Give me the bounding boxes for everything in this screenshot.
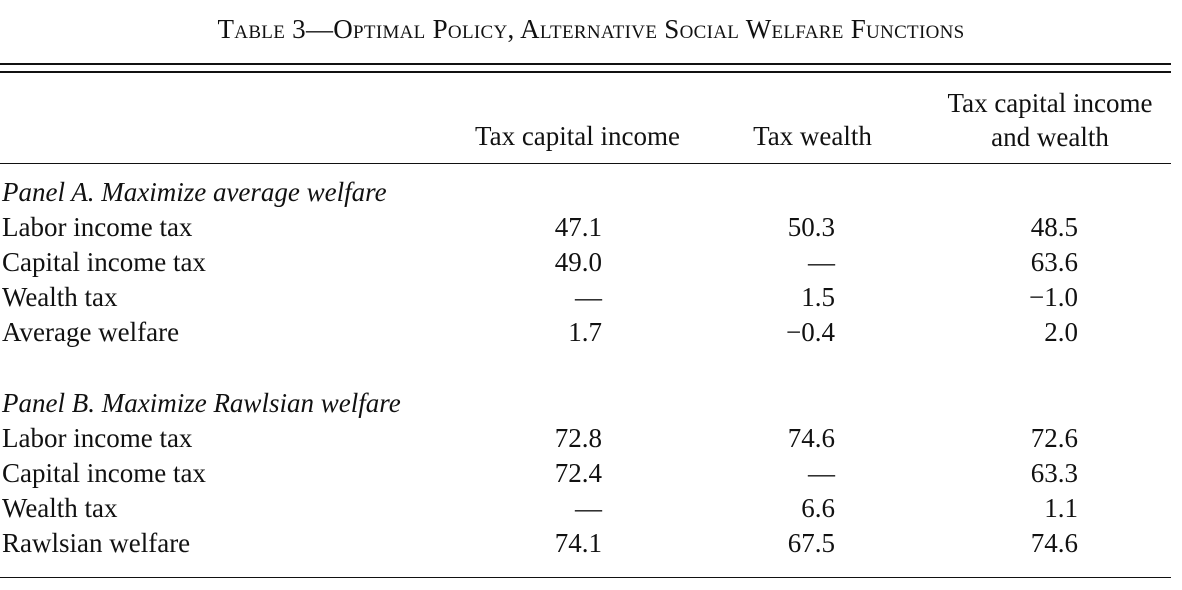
row-label: Average welfare — [2, 317, 180, 347]
cell-value: 74.1 — [554, 528, 602, 558]
cell-value: 47.1 — [554, 212, 602, 242]
cell-value: 1.1 — [1044, 493, 1078, 523]
bottom-rule — [0, 577, 1171, 578]
cell-value: −1.0 — [1029, 282, 1078, 312]
column-header-tax-capital-income-and-wealth: Tax capital income and wealth — [947, 88, 1153, 152]
table-row: Labor income tax 72.8 74.6 72.6 — [0, 421, 1171, 456]
row-label: Labor income tax — [2, 423, 193, 453]
row-label: Wealth tax — [2, 493, 118, 523]
panel-a-title: Panel A. Maximize average welfare — [2, 177, 387, 207]
table-row: Rawlsian welfare 74.1 67.5 74.6 — [0, 526, 1171, 561]
table-row: Wealth tax — 1.5 −1.0 — [0, 280, 1171, 315]
cell-value: 72.8 — [554, 423, 602, 453]
cell-value: 63.3 — [1030, 458, 1078, 488]
cell-value: 50.3 — [787, 212, 835, 242]
cell-value: 49.0 — [554, 247, 602, 277]
row-label: Capital income tax — [2, 247, 206, 277]
top-rule-upper — [0, 63, 1171, 65]
header-rule — [0, 163, 1171, 164]
row-label: Wealth tax — [2, 282, 118, 312]
cell-value: 48.5 — [1030, 212, 1078, 242]
top-rule-lower — [0, 71, 1171, 73]
panel-b-title: Panel B. Maximize Rawlsian welfare — [2, 388, 401, 418]
row-label: Labor income tax — [2, 212, 193, 242]
cell-value: 74.6 — [1030, 528, 1078, 558]
cell-value: 74.6 — [787, 423, 835, 453]
table-row: Capital income tax 49.0 — 63.6 — [0, 245, 1171, 280]
cell-value: — — [575, 282, 602, 312]
cell-value: 63.6 — [1030, 247, 1078, 277]
cell-value: — — [808, 458, 835, 488]
cell-value: 2.0 — [1044, 317, 1078, 347]
cell-value: 1.5 — [801, 282, 835, 312]
cell-value: 67.5 — [787, 528, 835, 558]
row-label: Rawlsian welfare — [2, 528, 191, 558]
cell-value: 72.6 — [1030, 423, 1078, 453]
cell-value: −0.4 — [786, 317, 835, 347]
column-header-tax-wealth: Tax wealth — [753, 121, 872, 151]
cell-value: — — [808, 247, 835, 277]
cell-value: 1.7 — [568, 317, 602, 347]
cell-value: — — [575, 493, 602, 523]
table-row: Capital income tax 72.4 — 63.3 — [0, 456, 1171, 491]
column-header-tax-capital-income: Tax capital income — [474, 121, 681, 151]
cell-value: 72.4 — [554, 458, 602, 488]
cell-value: 6.6 — [801, 493, 835, 523]
table-row: Wealth tax — 6.6 1.1 — [0, 491, 1171, 526]
table-row: Average welfare 1.7 −0.4 2.0 — [0, 315, 1171, 350]
table-title: Table 3—Optimal Policy, Alternative Soci… — [217, 14, 965, 44]
table-row: Labor income tax 47.1 50.3 48.5 — [0, 210, 1171, 245]
row-label: Capital income tax — [2, 458, 206, 488]
